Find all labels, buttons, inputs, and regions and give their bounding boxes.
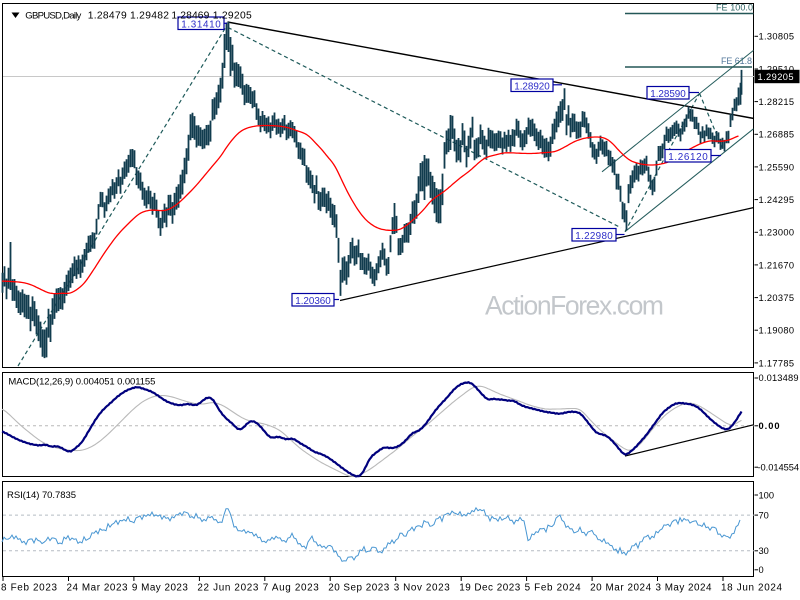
svg-text:1.28469: 1.28469 <box>171 10 209 21</box>
svg-text:1.29482: 1.29482 <box>130 10 169 21</box>
svg-text:-0.014554: -0.014554 <box>758 462 800 472</box>
svg-text:70: 70 <box>759 511 769 521</box>
svg-text:3 May 2024: 3 May 2024 <box>656 583 713 594</box>
svg-text:1.28479: 1.28479 <box>88 10 127 21</box>
svg-text:1.20375: 1.20375 <box>759 293 795 303</box>
svg-text:1.22980: 1.22980 <box>575 231 613 242</box>
svg-text:5 Feb 2024: 5 Feb 2024 <box>525 583 582 594</box>
svg-text:8 Feb 2023: 8 Feb 2023 <box>1 583 58 594</box>
svg-text:0: 0 <box>759 565 764 575</box>
svg-text:GBPUSD,Daily: GBPUSD,Daily <box>25 10 81 21</box>
svg-text:0.013489: 0.013489 <box>759 373 799 383</box>
svg-text:24 Mar 2023: 24 Mar 2023 <box>67 583 129 594</box>
svg-text:1.24295: 1.24295 <box>759 195 795 205</box>
svg-text:18 Jun 2024: 18 Jun 2024 <box>721 583 783 594</box>
svg-text:20 Mar 2024: 20 Mar 2024 <box>590 583 652 594</box>
svg-text:FE 61.8: FE 61.8 <box>721 56 752 66</box>
svg-text:1.17785: 1.17785 <box>759 358 795 368</box>
svg-text:22 Jun 2023: 22 Jun 2023 <box>197 583 259 594</box>
svg-text:1.26885: 1.26885 <box>759 130 795 140</box>
svg-text:1.28590: 1.28590 <box>650 89 686 100</box>
svg-text:100: 100 <box>759 490 775 500</box>
svg-text:1.29205: 1.29205 <box>758 72 794 82</box>
svg-text:1.19080: 1.19080 <box>759 326 795 336</box>
svg-text:1.28215: 1.28215 <box>759 97 795 107</box>
svg-text:3 Nov 2023: 3 Nov 2023 <box>394 583 451 594</box>
svg-text:1.28920: 1.28920 <box>514 81 550 92</box>
svg-text:FE 100.0: FE 100.0 <box>716 3 753 13</box>
svg-text:1.31410: 1.31410 <box>181 19 221 30</box>
svg-text:1.23000: 1.23000 <box>759 228 795 238</box>
svg-text:RSI(14) 70.7835: RSI(14) 70.7835 <box>7 490 76 501</box>
svg-text:1.29205: 1.29205 <box>213 10 252 21</box>
svg-text:19 Dec 2023: 19 Dec 2023 <box>459 583 521 594</box>
svg-text:0.00: 0.00 <box>759 421 780 431</box>
svg-text:1.29510: 1.29510 <box>759 64 795 74</box>
svg-text:30: 30 <box>759 546 769 556</box>
svg-text:MACD(12,26,9) 0.004051 0.00115: MACD(12,26,9) 0.004051 0.001155 <box>8 376 155 387</box>
svg-text:9 May 2023: 9 May 2023 <box>132 583 189 594</box>
svg-text:20 Sep 2023: 20 Sep 2023 <box>328 583 390 594</box>
svg-text:ActionForex.com: ActionForex.com <box>485 291 664 321</box>
svg-text:7 Aug 2023: 7 Aug 2023 <box>263 583 320 594</box>
svg-text:1.26120: 1.26120 <box>668 152 708 163</box>
svg-text:1.21670: 1.21670 <box>759 260 795 270</box>
svg-text:1.20360: 1.20360 <box>295 296 331 307</box>
svg-text:1.25590: 1.25590 <box>759 162 795 172</box>
svg-text:1.30805: 1.30805 <box>759 32 795 42</box>
